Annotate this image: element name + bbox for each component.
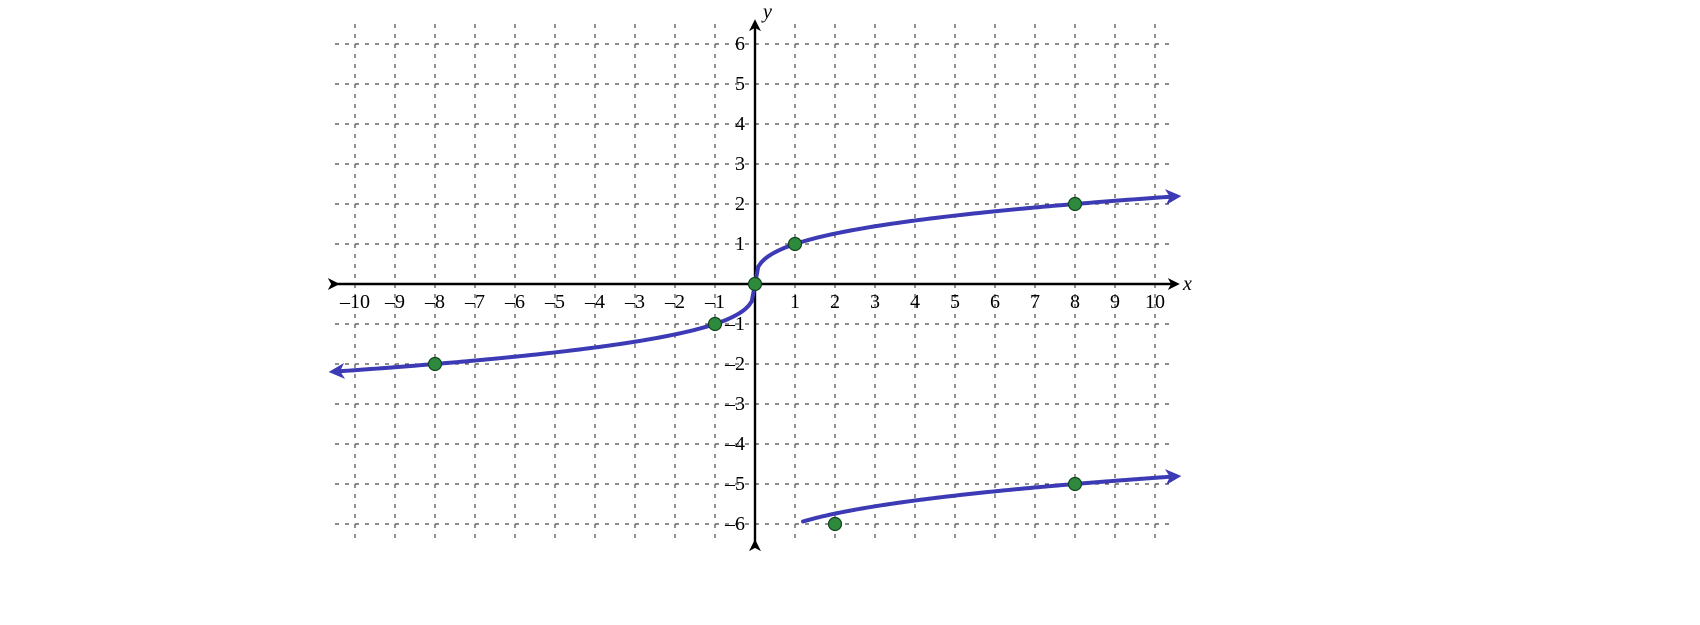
- x-axis-label: x: [1182, 273, 1192, 295]
- svg-text:–10: –10: [339, 291, 370, 313]
- svg-text:2: 2: [830, 291, 840, 313]
- svg-text:–6: –6: [724, 513, 745, 535]
- point: [829, 518, 842, 531]
- point: [709, 318, 722, 331]
- svg-text:–5: –5: [724, 473, 745, 495]
- point: [1069, 478, 1082, 491]
- svg-text:2: 2: [735, 193, 745, 215]
- svg-text:6: 6: [990, 291, 1000, 313]
- svg-text:10: 10: [1145, 291, 1165, 313]
- point: [429, 358, 442, 371]
- svg-text:–4: –4: [724, 433, 745, 455]
- svg-text:1: 1: [735, 233, 745, 255]
- svg-text:–4: –4: [584, 291, 605, 313]
- svg-text:–7: –7: [464, 291, 485, 313]
- svg-text:5: 5: [735, 73, 745, 95]
- svg-text:3: 3: [870, 291, 880, 313]
- point: [749, 278, 762, 291]
- svg-text:–9: –9: [384, 291, 405, 313]
- inverse-curve-lower-right: [803, 476, 1175, 521]
- y-axis-label: y: [761, 1, 772, 23]
- svg-text:9: 9: [1110, 291, 1120, 313]
- svg-text:4: 4: [910, 291, 920, 313]
- coordinate-plane-svg: –10 –9 –8 –7 –6 –5 –4 –3 –2 –1 1 2 3 4 5 6 7 8 9 10 –6 –5 –4 –3…: [0, 0, 1700, 625]
- svg-text:5: 5: [950, 291, 960, 313]
- svg-text:1: 1: [790, 291, 800, 313]
- svg-text:–3: –3: [624, 291, 645, 313]
- svg-text:–2: –2: [724, 353, 745, 375]
- point: [789, 238, 802, 251]
- svg-text:–5: –5: [544, 291, 565, 313]
- svg-text:–1: –1: [704, 291, 725, 313]
- svg-text:8: 8: [1070, 291, 1080, 313]
- svg-text:–8: –8: [424, 291, 445, 313]
- svg-text:3: 3: [735, 153, 745, 175]
- point: [1069, 198, 1082, 211]
- coordinate-plane-chart: –10 –9 –8 –7 –6 –5 –4 –3 –2 –1 1 2 3 4 5 6 7 8 9 10 –6 –5 –4 –3…: [0, 0, 1700, 625]
- svg-text:–2: –2: [664, 291, 685, 313]
- svg-text:6: 6: [735, 33, 745, 55]
- svg-text:–6: –6: [504, 291, 525, 313]
- svg-text:7: 7: [1030, 291, 1040, 313]
- svg-text:–3: –3: [724, 393, 745, 415]
- svg-text:4: 4: [735, 113, 745, 135]
